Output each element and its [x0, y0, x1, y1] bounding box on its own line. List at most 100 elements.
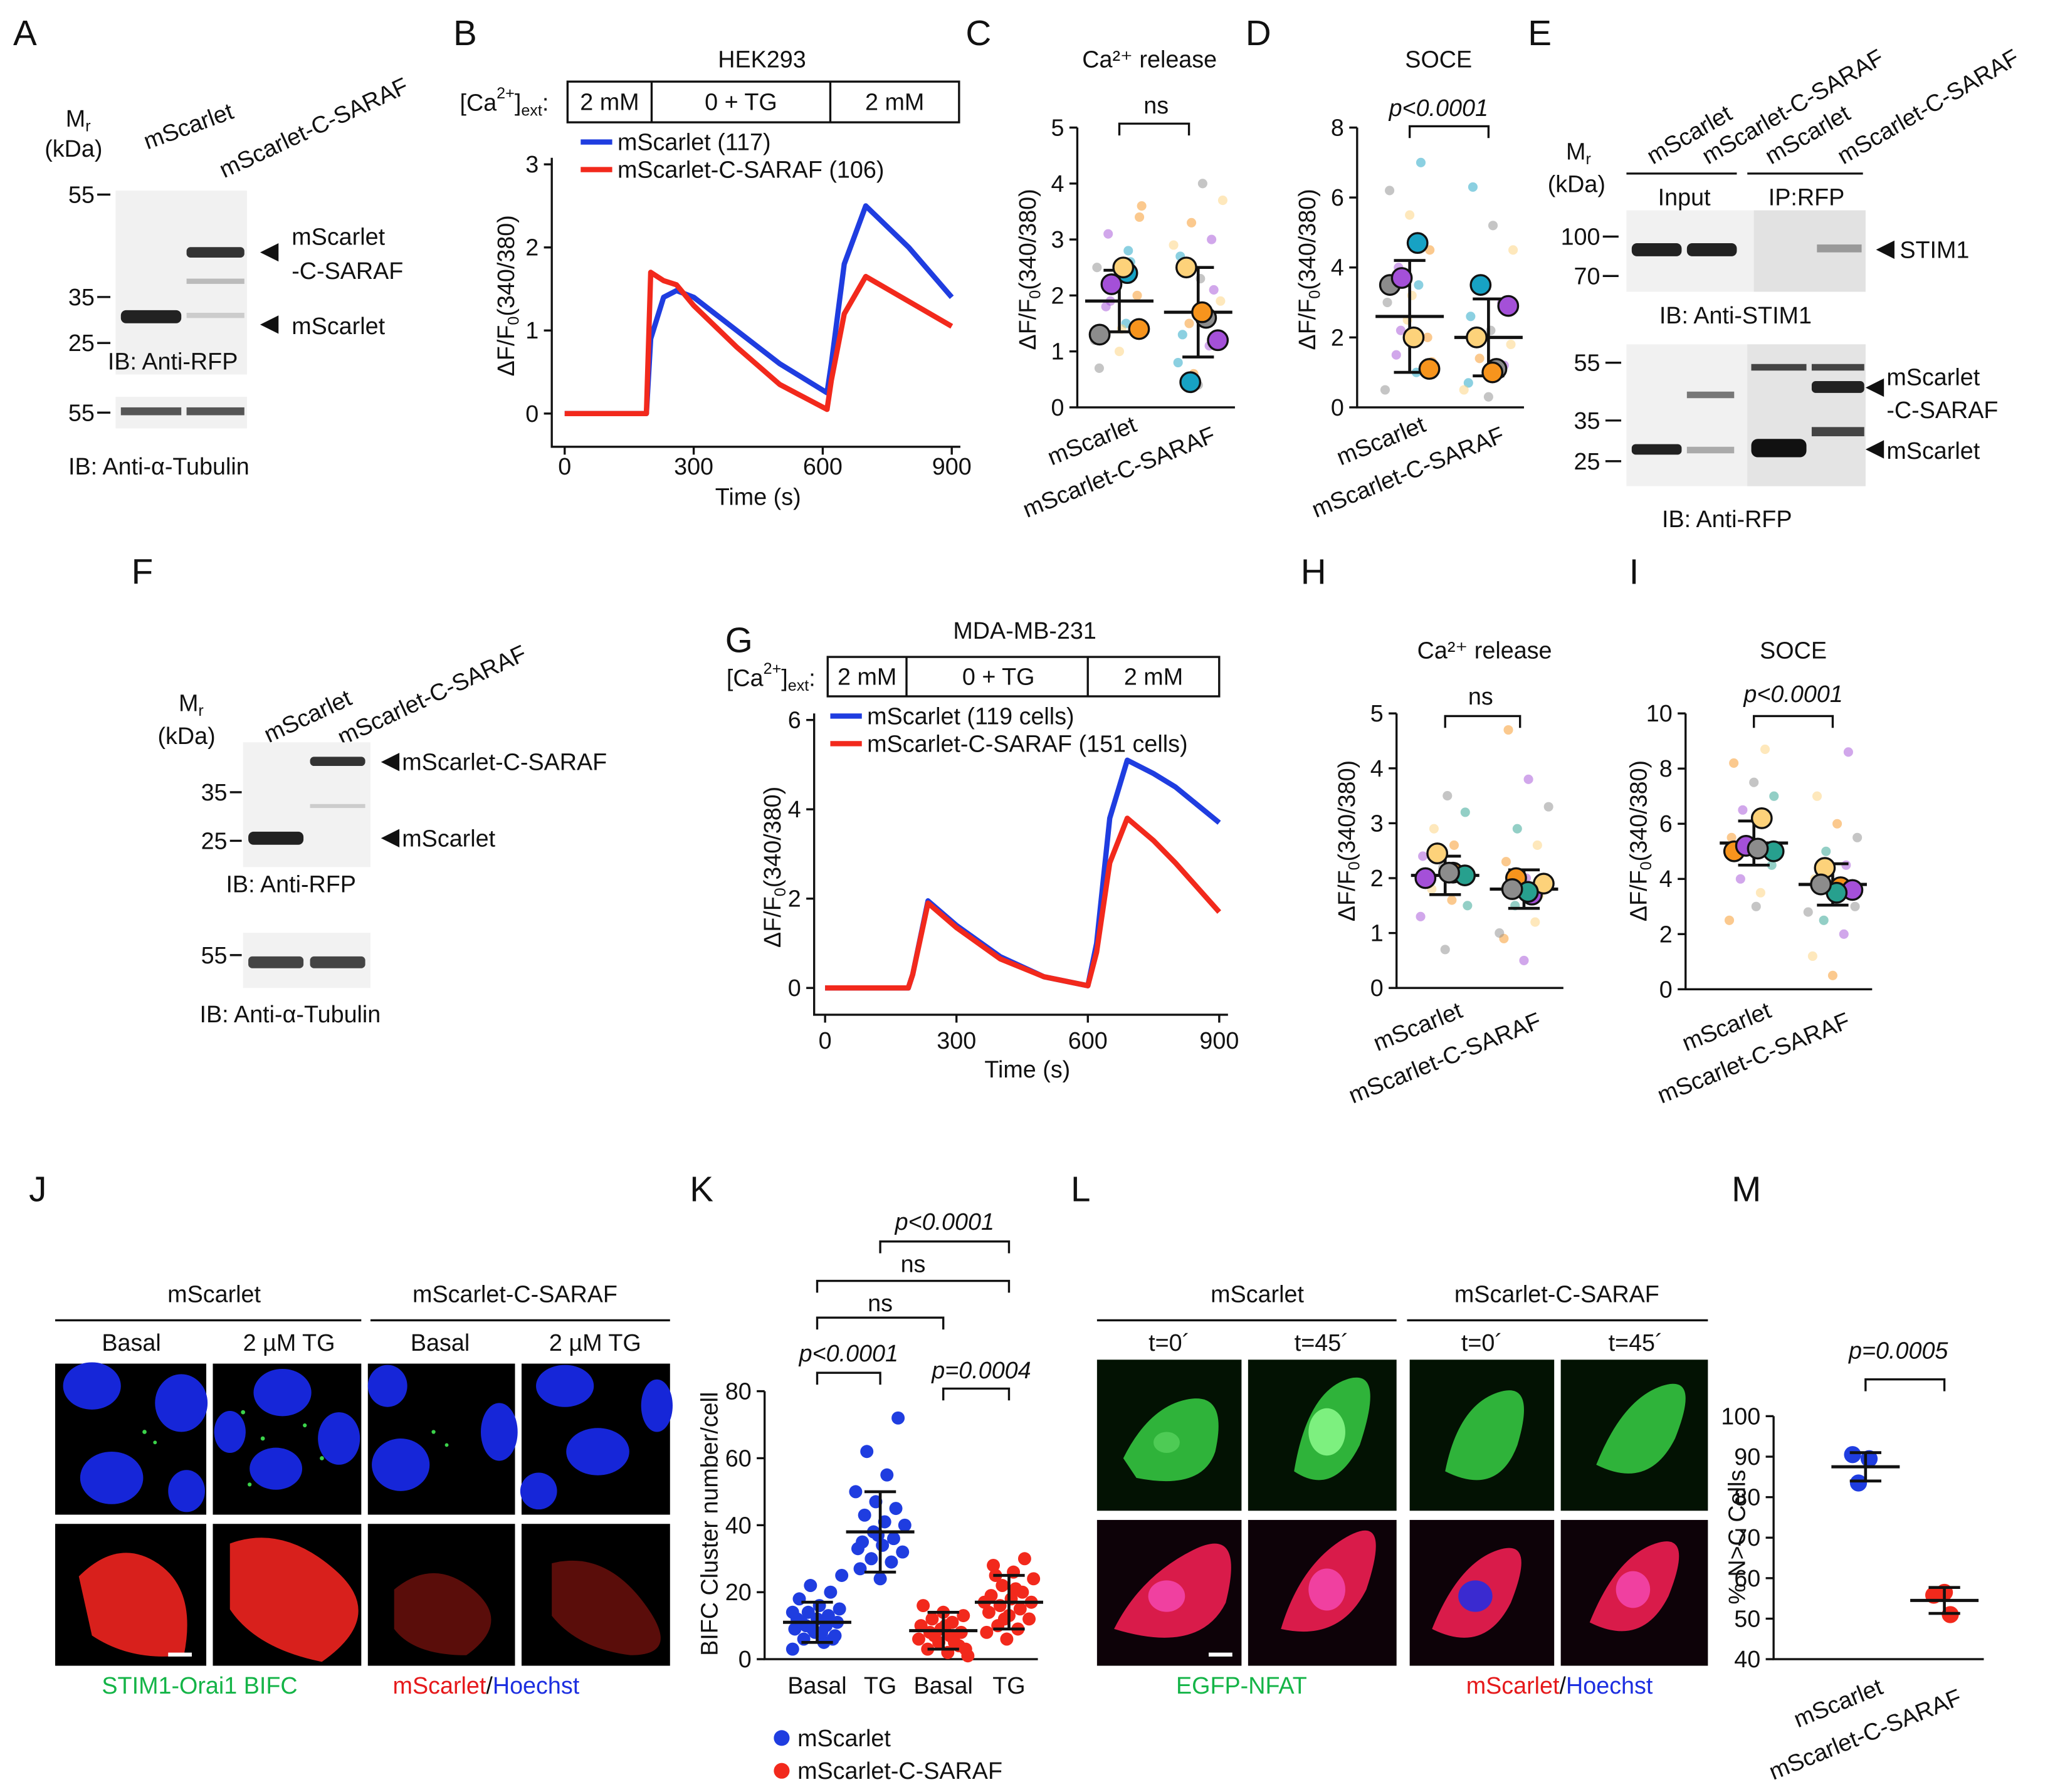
y-tick-label: 80 — [1734, 1484, 1760, 1511]
y-tick-label: 6 — [1659, 810, 1673, 837]
condition: Basal — [102, 1329, 160, 1356]
marker: 55 — [68, 399, 95, 426]
condition-segment: 2 mM — [580, 89, 639, 115]
condition-sub: ext — [788, 677, 809, 694]
lane-label: mScarlet-C-SARAF — [215, 72, 412, 182]
legend-name: mScarlet-C-SARAF — [867, 730, 1072, 757]
error-bar — [1849, 1451, 1881, 1483]
marker: 25 — [201, 827, 228, 854]
marker: 55 — [201, 942, 228, 968]
kda: (kDa) — [45, 135, 102, 162]
mr-main: M — [179, 689, 198, 716]
cell-dot — [889, 1502, 903, 1516]
marker: 70 — [1574, 263, 1600, 289]
cell-dot — [1839, 929, 1849, 939]
cell-dot — [1726, 832, 1737, 842]
legend-swatch — [774, 1763, 790, 1779]
y-tick-label: 6 — [788, 707, 801, 733]
band-label: mScarlet — [292, 223, 385, 249]
y-tick-label: 50 — [1734, 1605, 1760, 1632]
chart-title: SOCE — [1405, 46, 1472, 73]
condition: t=45´ — [1295, 1329, 1349, 1356]
cell-dot — [982, 1605, 996, 1619]
cell-dot — [824, 1585, 838, 1599]
y-tick-label: 2 — [525, 234, 539, 261]
cell-dot — [1418, 851, 1428, 861]
y-tick-label: 2 — [1051, 282, 1064, 308]
blot-label: IB: Anti-RFP — [226, 871, 356, 898]
cell-dot — [1506, 339, 1516, 350]
x-tick-label: 600 — [803, 453, 843, 479]
cell-dot — [1843, 747, 1853, 757]
cell-dot — [1852, 832, 1863, 842]
band-label: mScarlet — [1886, 438, 1980, 464]
cell-dot — [1850, 901, 1860, 911]
condition-segment: 0 + TG — [705, 89, 777, 115]
condition-sup: 2+ — [497, 85, 515, 102]
replicate-mean — [1207, 329, 1229, 352]
condition-segment: 2 mM — [865, 89, 924, 115]
replicate-mean — [1418, 358, 1441, 380]
y-label-part: (340/380) — [1014, 189, 1041, 290]
y-tick-label: 8 — [1659, 755, 1673, 782]
mr: Mr — [1566, 138, 1591, 168]
y-label-part: ΔF/F — [1625, 870, 1651, 921]
replicate-mean — [1747, 837, 1769, 860]
significance-bracket — [1444, 715, 1521, 728]
replicate-mean — [1175, 256, 1197, 279]
x-axis-label: Time (s) — [715, 483, 801, 510]
cell-dot — [912, 1632, 925, 1646]
cell-dot — [1177, 330, 1187, 340]
x-tick-label: 0 — [558, 453, 571, 479]
panel-label: H — [1301, 552, 1327, 591]
panel-label: M — [1732, 1169, 1761, 1208]
mr: Mr — [179, 689, 204, 720]
y-tick-label: 3 — [525, 151, 539, 177]
cell-dot — [1443, 791, 1453, 801]
condition-box — [826, 656, 1221, 698]
legend-label: mScarlet (119 cells) — [867, 703, 1074, 729]
caption-part: / — [486, 1672, 493, 1699]
cell-dot — [1017, 1552, 1031, 1566]
replicate-mean — [1100, 273, 1123, 295]
condition: 2 µM TG — [549, 1329, 641, 1356]
cell-dot — [1755, 888, 1765, 898]
significance-bracket — [816, 1279, 1011, 1293]
marker: 35 — [201, 779, 228, 805]
significance-bracket — [1408, 125, 1490, 139]
legend-label: mScarlet-C-SARAF (151 cells) — [867, 730, 1187, 757]
cell-dot — [880, 1468, 894, 1482]
group-label: Input — [1658, 184, 1711, 211]
y-tick-label: 3 — [1051, 226, 1064, 253]
cell-dot — [1483, 392, 1493, 402]
replicate-mean — [1402, 326, 1425, 348]
cell-dot — [1382, 297, 1392, 308]
y-tick-label: 90 — [1734, 1444, 1760, 1470]
cell-dot — [851, 1542, 864, 1556]
band — [1686, 243, 1737, 256]
cell-dot — [1440, 945, 1450, 955]
blot-label: IB: Anti-RFP — [1662, 506, 1792, 532]
x-tick-label: 900 — [1199, 1027, 1239, 1054]
y-label-sub: 0 — [772, 888, 789, 896]
cell-dot — [1466, 312, 1476, 322]
significance: p<0.0001 — [1743, 681, 1842, 707]
significance: p=0.0005 — [1848, 1338, 1948, 1364]
cell-dot — [1449, 840, 1459, 850]
cell-dot — [896, 1545, 910, 1559]
blot-label: IB: Anti-STIM1 — [1659, 302, 1812, 328]
y-tick-label: 8 — [1331, 115, 1344, 141]
panel-f: F Mr (kDa) mScarlet mScarlet-C-SARAF 35 … — [132, 552, 607, 1027]
replicate-mean — [1501, 878, 1523, 900]
cell-dot — [886, 1532, 900, 1546]
construct: mScarlet-C-SARAF — [413, 1281, 617, 1307]
cell-dot — [821, 1609, 835, 1623]
cell-dot — [1849, 1474, 1868, 1492]
cell-dot — [1207, 234, 1217, 244]
cell-dot — [1416, 157, 1426, 167]
y-tick-label: 80 — [725, 1378, 752, 1405]
error-bar — [864, 1490, 896, 1574]
y-tick-label: 6 — [1331, 184, 1344, 211]
construct: mScarlet-C-SARAF — [1454, 1281, 1659, 1307]
legend-count: (106) — [829, 157, 884, 183]
